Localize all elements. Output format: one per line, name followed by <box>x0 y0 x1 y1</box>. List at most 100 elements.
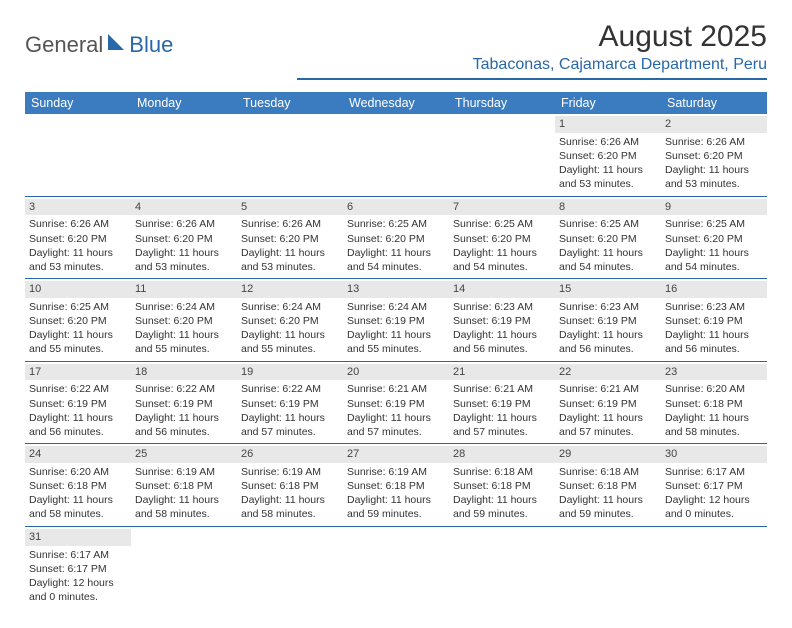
day-details: Sunrise: 6:21 AMSunset: 6:19 PMDaylight:… <box>559 382 657 439</box>
calendar-cell: 26 Sunrise: 6:19 AMSunset: 6:18 PMDayligh… <box>237 444 343 527</box>
day-details: Sunrise: 6:26 AMSunset: 6:20 PMDaylight:… <box>241 217 339 274</box>
calendar-cell: 16Sunrise: 6:23 AMSunset: 6:19 PMDayligh… <box>661 279 767 362</box>
calendar-cell: 28Sunrise: 6:18 AMSunset: 6:18 PMDayligh… <box>449 444 555 527</box>
day-number: 23 <box>661 364 767 381</box>
calendar-table: Sunday Monday Tuesday Wednesday Thursday… <box>25 92 767 608</box>
day-details: Sunrise: 6:23 AMSunset: 6:19 PMDaylight:… <box>559 300 657 357</box>
day-details: Sunrise: 6:24 AMSunset: 6:20 PMDaylight:… <box>241 300 339 357</box>
calendar-cell: 20Sunrise: 6:21 AMSunset: 6:19 PMDayligh… <box>343 361 449 444</box>
day-details: Sunrise: 6:23 AMSunset: 6:19 PMDaylight:… <box>665 300 763 357</box>
calendar-cell: 8Sunrise: 6:25 AMSunset: 6:20 PMDaylight… <box>555 196 661 279</box>
calendar-cell: 13Sunrise: 6:24 AMSunset: 6:19 PMDayligh… <box>343 279 449 362</box>
calendar-row: 10 Sunrise: 6:25 AMSunset: 6:20 PMDayligh… <box>25 279 767 362</box>
calendar-body: 1Sunrise: 6:26 AMSunset: 6:20 PMDaylight… <box>25 114 767 608</box>
calendar-cell: 9Sunrise: 6:25 AMSunset: 6:20 PMDaylight… <box>661 196 767 279</box>
day-details: Sunrise: 6:26 AMSunset: 6:20 PMDaylight:… <box>135 217 233 274</box>
calendar-cell <box>237 114 343 196</box>
weekday-header: Wednesday <box>343 92 449 114</box>
day-number: 27 <box>343 446 449 463</box>
day-number: 6 <box>343 199 449 216</box>
logo-text-2: Blue <box>129 32 173 58</box>
weekday-header-row: Sunday Monday Tuesday Wednesday Thursday… <box>25 92 767 114</box>
day-number: 31 <box>25 529 131 546</box>
day-number: 12 <box>237 281 343 298</box>
day-details: Sunrise: 6:21 AMSunset: 6:19 PMDaylight:… <box>347 382 445 439</box>
calendar-cell: 11Sunrise: 6:24 AMSunset: 6:20 PMDayligh… <box>131 279 237 362</box>
day-details: Sunrise: 6:20 AMSunset: 6:18 PMDaylight:… <box>29 465 127 522</box>
calendar-cell: 4Sunrise: 6:26 AMSunset: 6:20 PMDaylight… <box>131 196 237 279</box>
calendar-row: 3Sunrise: 6:26 AMSunset: 6:20 PMDaylight… <box>25 196 767 279</box>
day-number: 18 <box>131 364 237 381</box>
calendar-cell: 10 Sunrise: 6:25 AMSunset: 6:20 PMDayligh… <box>25 279 131 362</box>
calendar-cell: 27 Sunrise: 6:19 AMSunset: 6:18 PMDayligh… <box>343 444 449 527</box>
day-number: 1 <box>555 116 661 133</box>
day-details: Sunrise: 6:23 AMSunset: 6:19 PMDaylight:… <box>453 300 551 357</box>
calendar-cell: 24 Sunrise: 6:20 AMSunset: 6:18 PMDayligh… <box>25 444 131 527</box>
day-number: 9 <box>661 199 767 216</box>
location-label: Tabaconas, Cajamarca Department, Peru <box>297 56 767 80</box>
calendar-cell: 29Sunrise: 6:18 AMSunset: 6:18 PMDayligh… <box>555 444 661 527</box>
day-details: Sunrise: 6:26 AMSunset: 6:20 PMDaylight:… <box>559 135 657 192</box>
calendar-cell <box>449 526 555 608</box>
calendar-cell <box>131 114 237 196</box>
calendar-row: 1Sunrise: 6:26 AMSunset: 6:20 PMDaylight… <box>25 114 767 196</box>
day-details: Sunrise: 6:17 AMSunset: 6:17 PMDaylight:… <box>665 465 763 522</box>
day-details: Sunrise: 6:26 AMSunset: 6:20 PMDaylight:… <box>665 135 763 192</box>
weekday-header: Saturday <box>661 92 767 114</box>
weekday-header: Sunday <box>25 92 131 114</box>
day-number: 13 <box>343 281 449 298</box>
day-number: 17 <box>25 364 131 381</box>
day-number: 24 <box>25 446 131 463</box>
day-number: 15 <box>555 281 661 298</box>
calendar-cell: 5Sunrise: 6:26 AMSunset: 6:20 PMDaylight… <box>237 196 343 279</box>
day-details: Sunrise: 6:19 AMSunset: 6:18 PMDaylight:… <box>241 465 339 522</box>
calendar-cell <box>343 526 449 608</box>
weekday-header: Monday <box>131 92 237 114</box>
calendar-cell: 23Sunrise: 6:20 AMSunset: 6:18 PMDayligh… <box>661 361 767 444</box>
weekday-header: Friday <box>555 92 661 114</box>
day-details: Sunrise: 6:20 AMSunset: 6:18 PMDaylight:… <box>665 382 763 439</box>
day-details: Sunrise: 6:25 AMSunset: 6:20 PMDaylight:… <box>665 217 763 274</box>
day-details: Sunrise: 6:25 AMSunset: 6:20 PMDaylight:… <box>347 217 445 274</box>
calendar-cell: 7Sunrise: 6:25 AMSunset: 6:20 PMDaylight… <box>449 196 555 279</box>
day-number: 26 <box>237 446 343 463</box>
logo-text-1: General <box>25 32 103 58</box>
day-number: 22 <box>555 364 661 381</box>
weekday-header: Tuesday <box>237 92 343 114</box>
calendar-cell <box>661 526 767 608</box>
header: General Blue August 2025 Tabaconas, Caja… <box>25 20 767 80</box>
day-number: 5 <box>237 199 343 216</box>
day-details: Sunrise: 6:26 AMSunset: 6:20 PMDaylight:… <box>29 217 127 274</box>
calendar-cell <box>449 114 555 196</box>
calendar-row: 31Sunrise: 6:17 AMSunset: 6:17 PMDayligh… <box>25 526 767 608</box>
day-number: 19 <box>237 364 343 381</box>
calendar-row: 24 Sunrise: 6:20 AMSunset: 6:18 PMDayligh… <box>25 444 767 527</box>
day-details: Sunrise: 6:22 AMSunset: 6:19 PMDaylight:… <box>135 382 233 439</box>
calendar-cell <box>237 526 343 608</box>
calendar-cell: 15 Sunrise: 6:23 AMSunset: 6:19 PMDayligh… <box>555 279 661 362</box>
day-details: Sunrise: 6:18 AMSunset: 6:18 PMDaylight:… <box>559 465 657 522</box>
calendar-cell: 17Sunrise: 6:22 AMSunset: 6:19 PMDayligh… <box>25 361 131 444</box>
calendar-cell <box>555 526 661 608</box>
calendar-cell: 18Sunrise: 6:22 AMSunset: 6:19 PMDayligh… <box>131 361 237 444</box>
calendar-cell: 3Sunrise: 6:26 AMSunset: 6:20 PMDaylight… <box>25 196 131 279</box>
day-details: Sunrise: 6:25 AMSunset: 6:20 PMDaylight:… <box>29 300 127 357</box>
calendar-cell: 1 Sunrise: 6:26 AMSunset: 6:20 PMDaylight… <box>555 114 661 196</box>
day-details: Sunrise: 6:25 AMSunset: 6:20 PMDaylight:… <box>453 217 551 274</box>
logo: General Blue <box>25 32 173 58</box>
day-details: Sunrise: 6:18 AMSunset: 6:18 PMDaylight:… <box>453 465 551 522</box>
day-details: Sunrise: 6:19 AMSunset: 6:18 PMDaylight:… <box>135 465 233 522</box>
calendar-cell: 14 Sunrise: 6:23 AMSunset: 6:19 PMDayligh… <box>449 279 555 362</box>
day-number: 3 <box>25 199 131 216</box>
day-number: 14 <box>449 281 555 298</box>
day-details: Sunrise: 6:19 AMSunset: 6:18 PMDaylight:… <box>347 465 445 522</box>
day-details: Sunrise: 6:24 AMSunset: 6:20 PMDaylight:… <box>135 300 233 357</box>
day-number: 4 <box>131 199 237 216</box>
day-number: 10 <box>25 281 131 298</box>
day-details: Sunrise: 6:22 AMSunset: 6:19 PMDaylight:… <box>241 382 339 439</box>
day-number: 25 <box>131 446 237 463</box>
calendar-cell <box>343 114 449 196</box>
calendar-cell <box>131 526 237 608</box>
calendar-cell: 12 Sunrise: 6:24 AMSunset: 6:20 PMDayligh… <box>237 279 343 362</box>
day-number: 21 <box>449 364 555 381</box>
